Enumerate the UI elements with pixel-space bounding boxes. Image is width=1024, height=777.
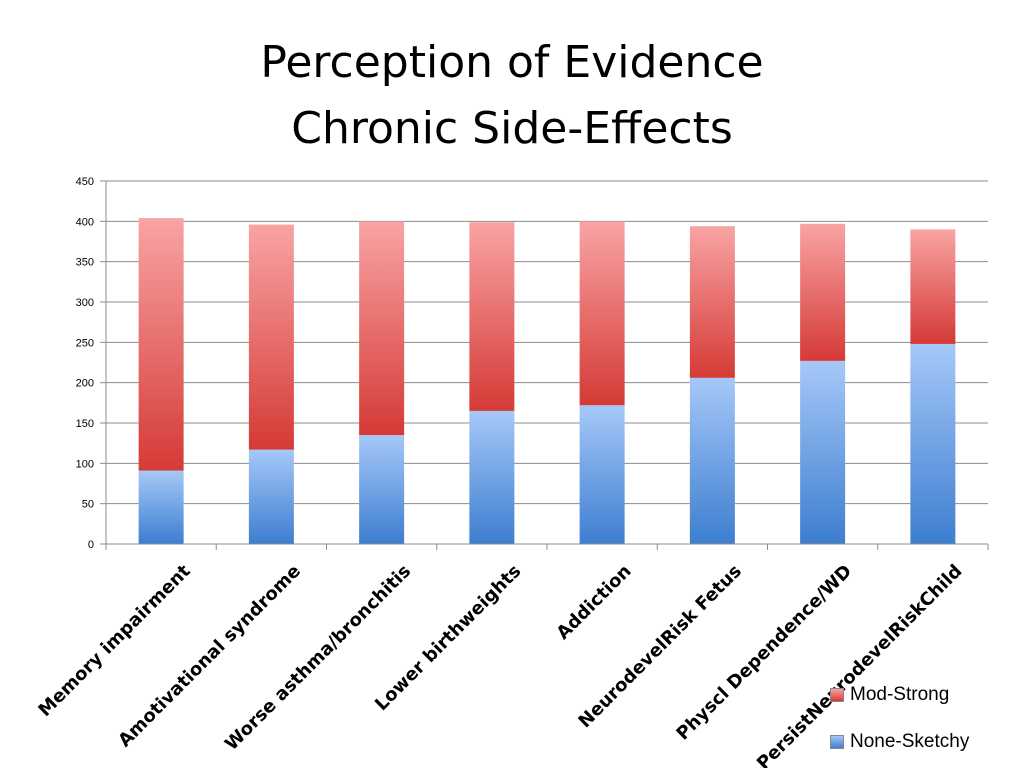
bar-none-sketchy-1 xyxy=(248,449,294,544)
y-tick-label-400: 400 xyxy=(76,216,94,228)
y-tick-label-200: 200 xyxy=(76,378,94,390)
x-tick-label-4: Addiction xyxy=(553,561,636,644)
bar-none-sketchy-6 xyxy=(800,360,846,544)
x-tick-label-1: Amotivational syndrome xyxy=(114,561,305,752)
legend-label-none-sketchy: None-Sketchy xyxy=(850,731,970,752)
bar-none-sketchy-3 xyxy=(469,410,515,544)
legend-label-mod-strong: Mod-Strong xyxy=(850,684,950,705)
bar-mod-strong-7 xyxy=(910,229,956,344)
bar-mod-strong-0 xyxy=(138,218,184,471)
legend-swatch-none-sketchy xyxy=(830,735,844,749)
bar-mod-strong-4 xyxy=(579,221,625,406)
gridlines xyxy=(106,180,988,505)
chart-title: Perception of Evidence Chronic Side-Effe… xyxy=(0,30,1024,162)
legend-item-none-sketchy: None-Sketchy xyxy=(830,730,969,754)
axes xyxy=(105,181,989,550)
bar-mod-strong-3 xyxy=(469,222,515,411)
bar-mod-strong-1 xyxy=(248,224,294,450)
y-tick-label-450: 450 xyxy=(76,176,94,188)
bar-mod-strong-5 xyxy=(689,226,735,378)
y-tick-label-150: 150 xyxy=(76,418,94,430)
bar-none-sketchy-5 xyxy=(689,377,735,544)
x-tick-label-6: Physcl Dependence/WD xyxy=(672,561,856,745)
y-axis-ticks: 0 50 100 150 200 250 300 350 400 450 xyxy=(76,176,106,551)
y-tick-label-300: 300 xyxy=(76,297,94,309)
bar-none-sketchy-2 xyxy=(359,435,405,544)
title-line-2: Chronic Side-Effects xyxy=(291,103,733,154)
bar-none-sketchy-0 xyxy=(138,470,184,544)
y-tick-label-250: 250 xyxy=(76,337,94,349)
legend: Mod-Strong None-Sketchy xyxy=(830,683,969,777)
title-line-1: Perception of Evidence xyxy=(260,37,764,88)
y-tick-label-50: 50 xyxy=(82,499,94,511)
legend-swatch-mod-strong xyxy=(830,688,844,702)
bar-none-sketchy-4 xyxy=(579,405,625,544)
y-tick-label-350: 350 xyxy=(76,257,94,269)
bar-mod-strong-6 xyxy=(800,223,846,361)
legend-item-mod-strong: Mod-Strong xyxy=(830,683,969,707)
y-tick-label-100: 100 xyxy=(76,458,94,470)
x-tick-label-2: Worse asthma/bronchitis xyxy=(221,561,415,755)
bar-none-sketchy-7 xyxy=(910,343,956,544)
bars xyxy=(138,218,956,544)
bar-mod-strong-2 xyxy=(359,221,405,436)
y-tick-label-0: 0 xyxy=(88,539,94,551)
